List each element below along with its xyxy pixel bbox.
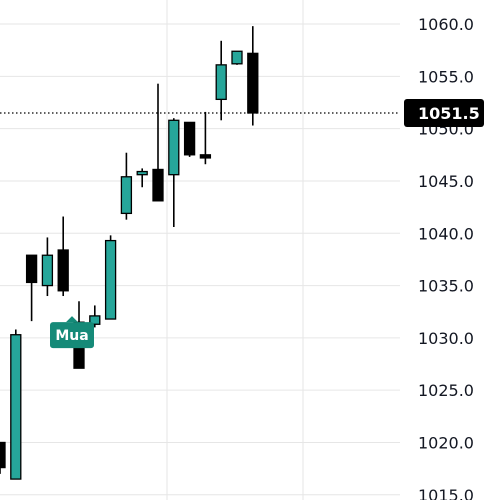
candle-body-up — [215, 64, 227, 101]
y-tick-label: 1015.0 — [418, 486, 474, 500]
candle[interactable] — [10, 329, 22, 480]
y-tick-label: 1045.0 — [418, 172, 474, 191]
candles[interactable] — [0, 26, 259, 480]
grid-lines — [0, 0, 400, 500]
trade-markers[interactable]: Mua — [50, 316, 94, 349]
candle-body-up — [104, 239, 117, 320]
candle-body-down — [183, 121, 196, 156]
candle[interactable] — [136, 168, 148, 188]
last-price-tag: 1051.5 — [404, 98, 484, 127]
candle[interactable] — [89, 305, 101, 328]
candle[interactable] — [247, 26, 259, 126]
last-price-tag-bg — [404, 98, 484, 127]
candle-body-up — [136, 170, 148, 176]
candle[interactable] — [120, 152, 133, 220]
candle[interactable] — [199, 111, 212, 165]
candle[interactable] — [152, 83, 164, 202]
candle[interactable] — [0, 441, 6, 474]
buy-marker-badge — [50, 322, 94, 349]
y-tick-label: 1055.0 — [418, 67, 474, 86]
candle-body-up — [120, 176, 133, 215]
y-tick-label: 1020.0 — [418, 433, 474, 452]
y-tick-label: 1040.0 — [418, 224, 474, 243]
buy-marker-label: Mua — [55, 328, 88, 344]
candle-body-up — [231, 50, 243, 65]
y-tick-label: 1060.0 — [418, 15, 474, 34]
candle-body-up — [89, 315, 101, 325]
candle[interactable] — [168, 118, 180, 227]
candle-body-up — [168, 119, 180, 176]
candle-body-down — [25, 254, 38, 284]
buy-marker[interactable]: Mua — [50, 316, 94, 349]
candle-body-down — [57, 249, 69, 292]
candle[interactable] — [183, 121, 196, 157]
price-axis[interactable]: 1015.0 1020.0 1025.0 1030.0 1035.0 1040.0 1045… — [418, 15, 474, 500]
candle[interactable] — [215, 40, 227, 121]
candle-body-down — [152, 168, 164, 202]
y-tick-label: 1025.0 — [418, 381, 474, 400]
candle[interactable] — [25, 254, 38, 322]
candle-body-up — [10, 334, 22, 480]
candle[interactable] — [57, 216, 69, 297]
candle[interactable] — [104, 235, 117, 320]
y-tick-label: 1035.0 — [418, 277, 474, 296]
candle-body-down — [0, 441, 6, 469]
candle-body-down — [199, 154, 212, 159]
buy-marker-pointer — [66, 316, 78, 323]
candle-body-down — [247, 52, 259, 114]
candle[interactable] — [41, 237, 54, 297]
candle[interactable] — [231, 50, 243, 65]
candle-body-up — [41, 254, 54, 287]
y-tick-label: 1030.0 — [418, 329, 474, 348]
last-price-tag-label: 1051.5 — [418, 104, 480, 123]
